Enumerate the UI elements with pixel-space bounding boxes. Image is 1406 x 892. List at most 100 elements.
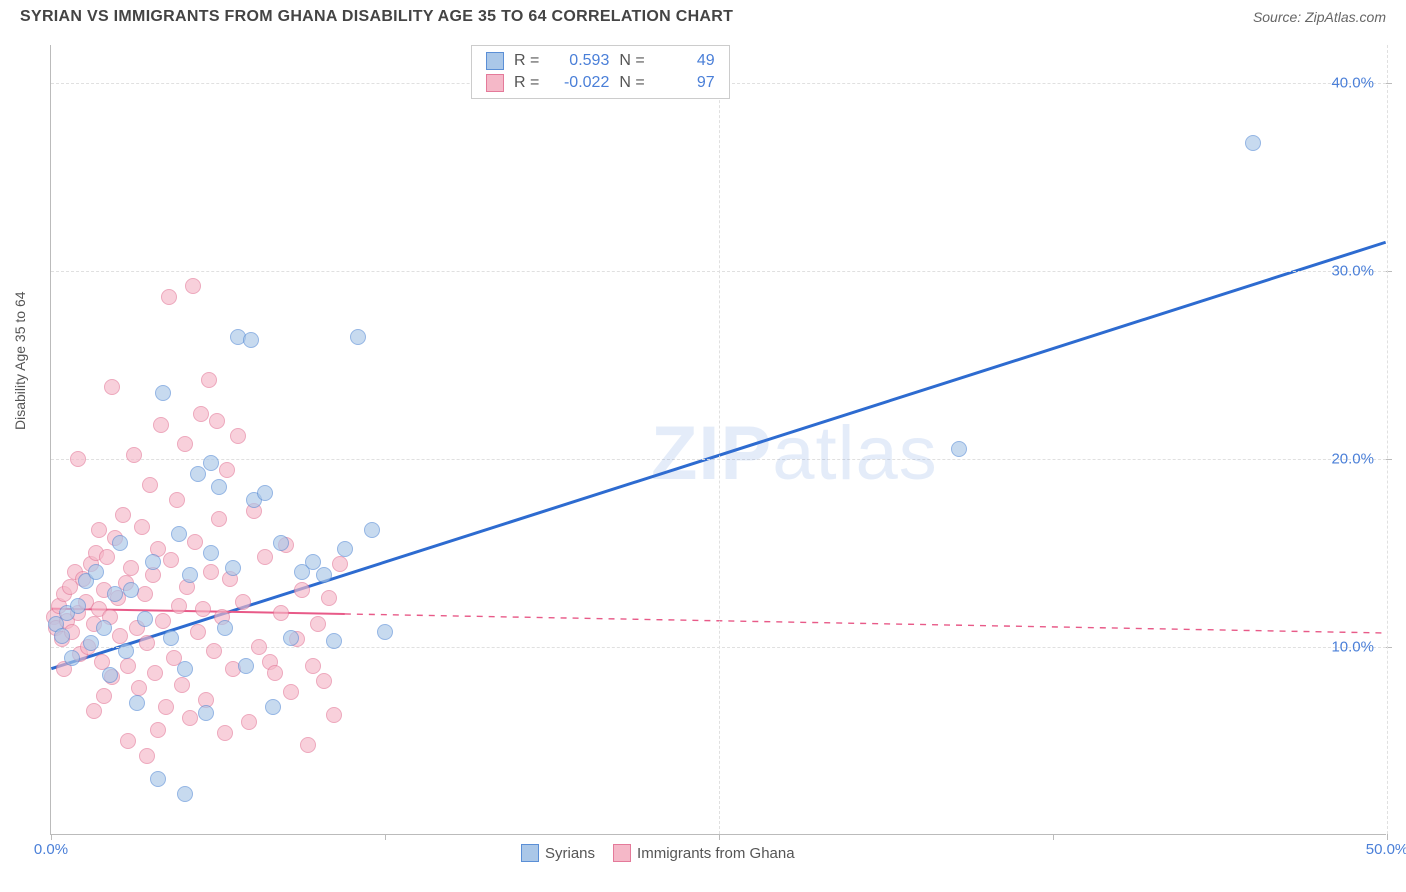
data-point (96, 688, 112, 704)
data-point (163, 552, 179, 568)
data-point (217, 620, 233, 636)
data-point (171, 598, 187, 614)
data-point (316, 567, 332, 583)
data-point (158, 699, 174, 715)
data-point (91, 522, 107, 538)
n-value-ghana: 97 (655, 74, 715, 92)
data-point (64, 650, 80, 666)
y-tick-label: 20.0% (1331, 450, 1374, 467)
data-point (86, 703, 102, 719)
data-point (294, 582, 310, 598)
y-axis-label: Disability Age 35 to 64 (12, 291, 28, 430)
data-point (203, 564, 219, 580)
gridline-v (1387, 45, 1388, 834)
legend-item-ghana: Immigrants from Ghana (613, 844, 795, 862)
data-point (163, 630, 179, 646)
r-label: R = (514, 52, 539, 70)
data-point (120, 733, 136, 749)
data-point (139, 635, 155, 651)
data-point (193, 406, 209, 422)
legend-item-syrians: Syrians (521, 844, 595, 862)
data-point (96, 620, 112, 636)
y-tick-label: 10.0% (1331, 638, 1374, 655)
data-point (211, 479, 227, 495)
data-point (123, 560, 139, 576)
data-point (174, 677, 190, 693)
x-tick-label: 0.0% (34, 841, 68, 858)
data-point (171, 526, 187, 542)
data-point (257, 549, 273, 565)
data-point (267, 665, 283, 681)
data-point (951, 441, 967, 457)
watermark-light: atlas (772, 411, 938, 496)
data-point (182, 710, 198, 726)
data-point (198, 705, 214, 721)
correlation-legend: R = 0.593 N = 49 R = -0.022 N = 97 (471, 45, 730, 99)
data-point (131, 680, 147, 696)
data-point (1245, 135, 1261, 151)
trend-line-dashed (345, 614, 1386, 633)
legend-label-ghana: Immigrants from Ghana (637, 845, 795, 862)
swatch-syrians (486, 52, 504, 70)
data-point (177, 786, 193, 802)
data-point (169, 492, 185, 508)
data-point (137, 611, 153, 627)
data-point (145, 554, 161, 570)
data-point (203, 455, 219, 471)
scatter-chart: ZIPatlas R = 0.593 N = 49 R = -0.022 N =… (50, 45, 1386, 835)
data-point (190, 624, 206, 640)
data-point (238, 658, 254, 674)
x-tick-label: 50.0% (1366, 841, 1406, 858)
data-point (142, 477, 158, 493)
data-point (112, 628, 128, 644)
data-point (265, 699, 281, 715)
n-label: N = (619, 52, 644, 70)
chart-title: SYRIAN VS IMMIGRANTS FROM GHANA DISABILI… (20, 8, 733, 26)
data-point (102, 667, 118, 683)
data-point (88, 564, 104, 580)
source-label: Source: ZipAtlas.com (1253, 9, 1386, 25)
data-point (257, 485, 273, 501)
data-point (177, 436, 193, 452)
data-point (70, 451, 86, 467)
data-point (70, 598, 86, 614)
data-point (182, 567, 198, 583)
data-point (211, 511, 227, 527)
watermark: ZIPatlas (651, 410, 938, 497)
data-point (316, 673, 332, 689)
legend-row-ghana: R = -0.022 N = 97 (486, 72, 715, 94)
data-point (115, 507, 131, 523)
data-point (235, 594, 251, 610)
data-point (107, 586, 123, 602)
data-point (273, 605, 289, 621)
data-point (332, 556, 348, 572)
data-point (206, 643, 222, 659)
data-point (217, 725, 233, 741)
data-point (283, 630, 299, 646)
data-point (126, 447, 142, 463)
data-point (195, 601, 211, 617)
data-point (273, 535, 289, 551)
swatch-ghana-bottom (613, 844, 631, 862)
data-point (251, 639, 267, 655)
data-point (123, 582, 139, 598)
n-label: N = (619, 74, 644, 92)
data-point (326, 707, 342, 723)
data-point (112, 535, 128, 551)
r-label: R = (514, 74, 539, 92)
data-point (147, 665, 163, 681)
y-tick-label: 30.0% (1331, 262, 1374, 279)
data-point (300, 737, 316, 753)
data-point (99, 549, 115, 565)
legend-label-syrians: Syrians (545, 845, 595, 862)
data-point (230, 428, 246, 444)
data-point (350, 329, 366, 345)
swatch-ghana (486, 74, 504, 92)
data-point (305, 658, 321, 674)
data-point (243, 332, 259, 348)
data-point (155, 385, 171, 401)
data-point (337, 541, 353, 557)
data-point (120, 658, 136, 674)
data-point (134, 519, 150, 535)
data-point (190, 466, 206, 482)
